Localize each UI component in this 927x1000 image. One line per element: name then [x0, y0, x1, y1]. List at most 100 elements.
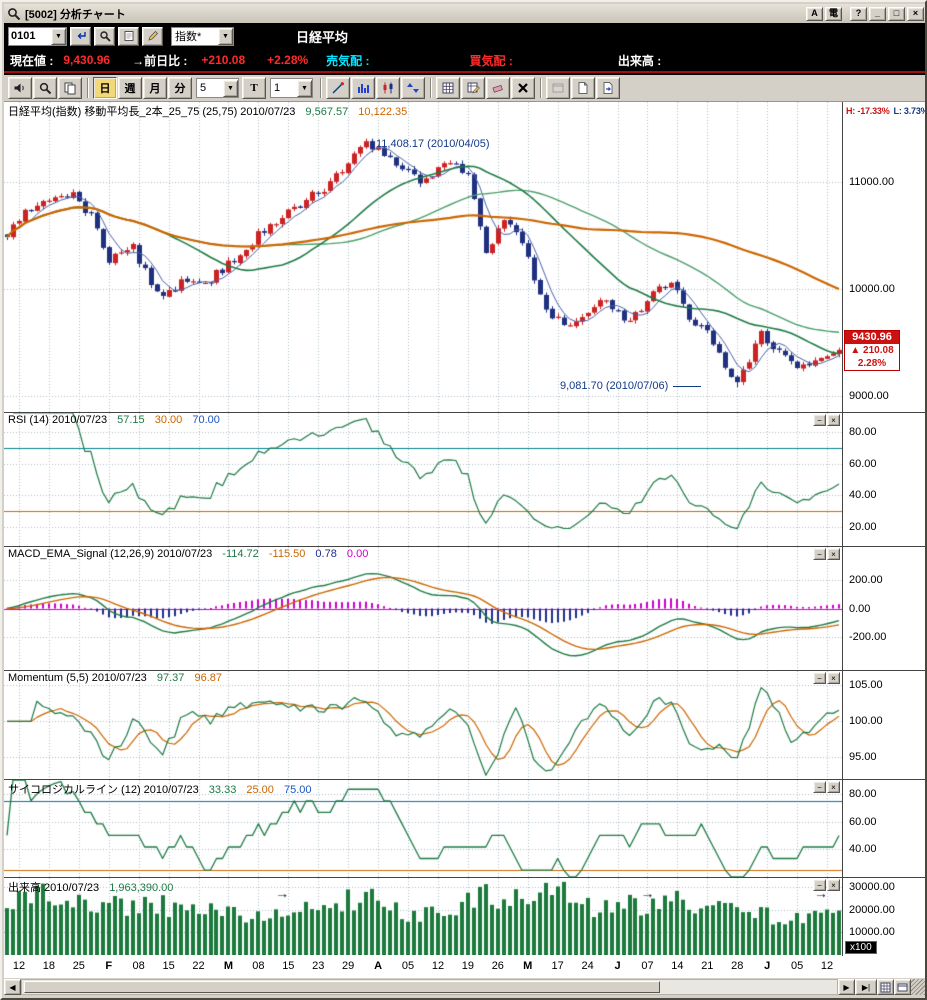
peak-annotation: 11,408.17 (2010/04/05): [376, 138, 490, 150]
y-axis-label: 105.00: [849, 679, 883, 692]
bid-label: 買気配 :: [469, 53, 513, 68]
period-minute-button[interactable]: 分: [168, 77, 192, 99]
psych-lower-value: 25.00: [246, 784, 274, 796]
bar-count-select[interactable]: 1 ▼: [270, 78, 313, 98]
panel-close-button[interactable]: ×: [827, 548, 840, 560]
page-export-icon: [603, 82, 613, 94]
panel-minimize-button[interactable]: −: [813, 781, 826, 793]
up-down-arrows-icon: [407, 83, 419, 93]
y-axis-label: 100.00: [849, 715, 883, 728]
x-axis-label: 12: [431, 960, 445, 972]
resize-grip[interactable]: [911, 979, 925, 995]
scroll-right-button[interactable]: ▶: [838, 979, 855, 995]
x-axis-label: 29: [342, 960, 355, 972]
y-axis-label: 40.00: [849, 489, 877, 502]
panel-minimize-button[interactable]: −: [813, 548, 826, 560]
macd-plot[interactable]: [4, 547, 842, 670]
y-axis-label: 9000.00: [849, 389, 889, 402]
momentum-value: 97.37: [156, 672, 185, 684]
panel-close-button[interactable]: ×: [827, 879, 840, 891]
maximize-button[interactable]: □: [888, 6, 905, 21]
minute-interval-select[interactable]: 5 ▼: [196, 78, 239, 98]
momentum-panel: Momentum (5,5) 2010/07/23 97.37 96.87 − …: [4, 671, 925, 780]
memo-button[interactable]: [118, 26, 139, 46]
clear-all-button[interactable]: [511, 77, 535, 99]
announcement-button[interactable]: [8, 77, 32, 99]
submit-button[interactable]: [70, 26, 91, 46]
scale-arrows-button[interactable]: [401, 77, 425, 99]
help-button[interactable]: ?: [850, 6, 867, 21]
rsi-plot[interactable]: [4, 413, 842, 546]
search-button[interactable]: [94, 26, 115, 46]
psychological-plot[interactable]: [4, 780, 842, 877]
period-day-button[interactable]: 日: [93, 77, 117, 99]
volume-y-axis: x100 30000.00 20000.00 10000.00: [842, 878, 925, 956]
panel-close-button[interactable]: ×: [827, 781, 840, 793]
last-price-pct: 2.28%: [845, 356, 899, 370]
category-dropdown-button[interactable]: ▼: [218, 27, 233, 45]
x-axis-label: M: [223, 960, 234, 972]
code-input[interactable]: [9, 27, 51, 45]
scroll-left-button[interactable]: ◀: [4, 979, 21, 995]
export-chart-button[interactable]: [596, 77, 620, 99]
code-dropdown-button[interactable]: ▼: [51, 27, 66, 45]
rsi-panel-controls: − ×: [813, 414, 840, 426]
volume-plot[interactable]: [4, 878, 842, 955]
new-window-button[interactable]: [894, 979, 911, 995]
rsi-value: 57.15: [117, 414, 145, 426]
macd-signal-value: -115.50: [268, 548, 306, 560]
tick-button[interactable]: T: [242, 77, 266, 99]
scroll-latest-button[interactable]: ▶|: [855, 979, 877, 995]
scrollbar-thumb[interactable]: [24, 981, 660, 993]
cascade-windows-button[interactable]: [546, 77, 570, 99]
save-chart-button[interactable]: [571, 77, 595, 99]
bar-count-value: 1: [274, 82, 281, 94]
grid-button[interactable]: [436, 77, 460, 99]
panel-close-button[interactable]: ×: [827, 414, 840, 426]
minute-interval-dropdown[interactable]: ▼: [223, 79, 238, 97]
font-size-button[interactable]: A: [806, 6, 823, 21]
period-week-button[interactable]: 週: [118, 77, 142, 99]
eraser-button[interactable]: [486, 77, 510, 99]
psych-title: サイコロジカルライン (12) 2010/07/23: [8, 784, 199, 796]
trendline-button[interactable]: [326, 77, 350, 99]
bar-chart-button[interactable]: [351, 77, 375, 99]
scrollbar-track[interactable]: [21, 979, 838, 995]
category-select[interactable]: 指数* ▼: [171, 26, 234, 46]
period-month-button[interactable]: 月: [143, 77, 167, 99]
bar-count-dropdown[interactable]: ▼: [297, 79, 312, 97]
panel-close-button[interactable]: ×: [827, 672, 840, 684]
trough-annotation: 9,081.70 (2010/07/06): [560, 380, 702, 392]
panel-minimize-button[interactable]: −: [813, 879, 826, 891]
candle-chart-button[interactable]: [376, 77, 400, 99]
data-table-button[interactable]: [877, 979, 894, 995]
copy-chart-button[interactable]: [58, 77, 82, 99]
momentum-plot[interactable]: [4, 671, 842, 779]
grid-edit-button[interactable]: [461, 77, 485, 99]
macd-hist-value: 0.78: [315, 548, 337, 560]
x-axis-label: 19: [461, 960, 475, 972]
horizontal-scrollbar: ◀ ▶ ▶|: [4, 978, 925, 996]
draw-button[interactable]: [142, 26, 163, 46]
minimize-button[interactable]: _: [869, 6, 886, 21]
titlebar[interactable]: [5002] 分析チャート A 電 ? _ □ ×: [4, 4, 925, 23]
x-axis-label: 08: [132, 960, 145, 972]
close-button[interactable]: ×: [907, 6, 924, 21]
panel-minimize-button[interactable]: −: [813, 414, 826, 426]
momentum-title: Momentum (5,5) 2010/07/23: [8, 672, 147, 684]
x-axis-labels: 12 18 25 F 08 15 22 M 08 15 23 29 A 05 12 19 26 M 17 24 J 07 1…: [4, 956, 925, 978]
ma75-value: 10,122.35: [358, 106, 408, 118]
current-price-label: 現在値 :: [10, 53, 54, 68]
macd-value: -114.72: [222, 548, 259, 560]
ime-button[interactable]: 電: [825, 6, 842, 21]
panel-minimize-button[interactable]: −: [813, 672, 826, 684]
x-axis-label: A: [374, 960, 383, 972]
x-axis-label: 15: [162, 960, 175, 972]
main-y-axis: H: -17.33% L: 3.73% 9430.96 ▲ 210.08 2.28…: [842, 102, 925, 412]
main-chart-plot[interactable]: [4, 102, 842, 412]
y-axis-label: 95.00: [849, 751, 877, 764]
zoom-button[interactable]: [33, 77, 57, 99]
y-axis-label: 10000.00: [849, 926, 895, 939]
x-axis-label: F: [105, 960, 113, 972]
rsi-title: RSI (14) 2010/07/23: [8, 414, 108, 426]
